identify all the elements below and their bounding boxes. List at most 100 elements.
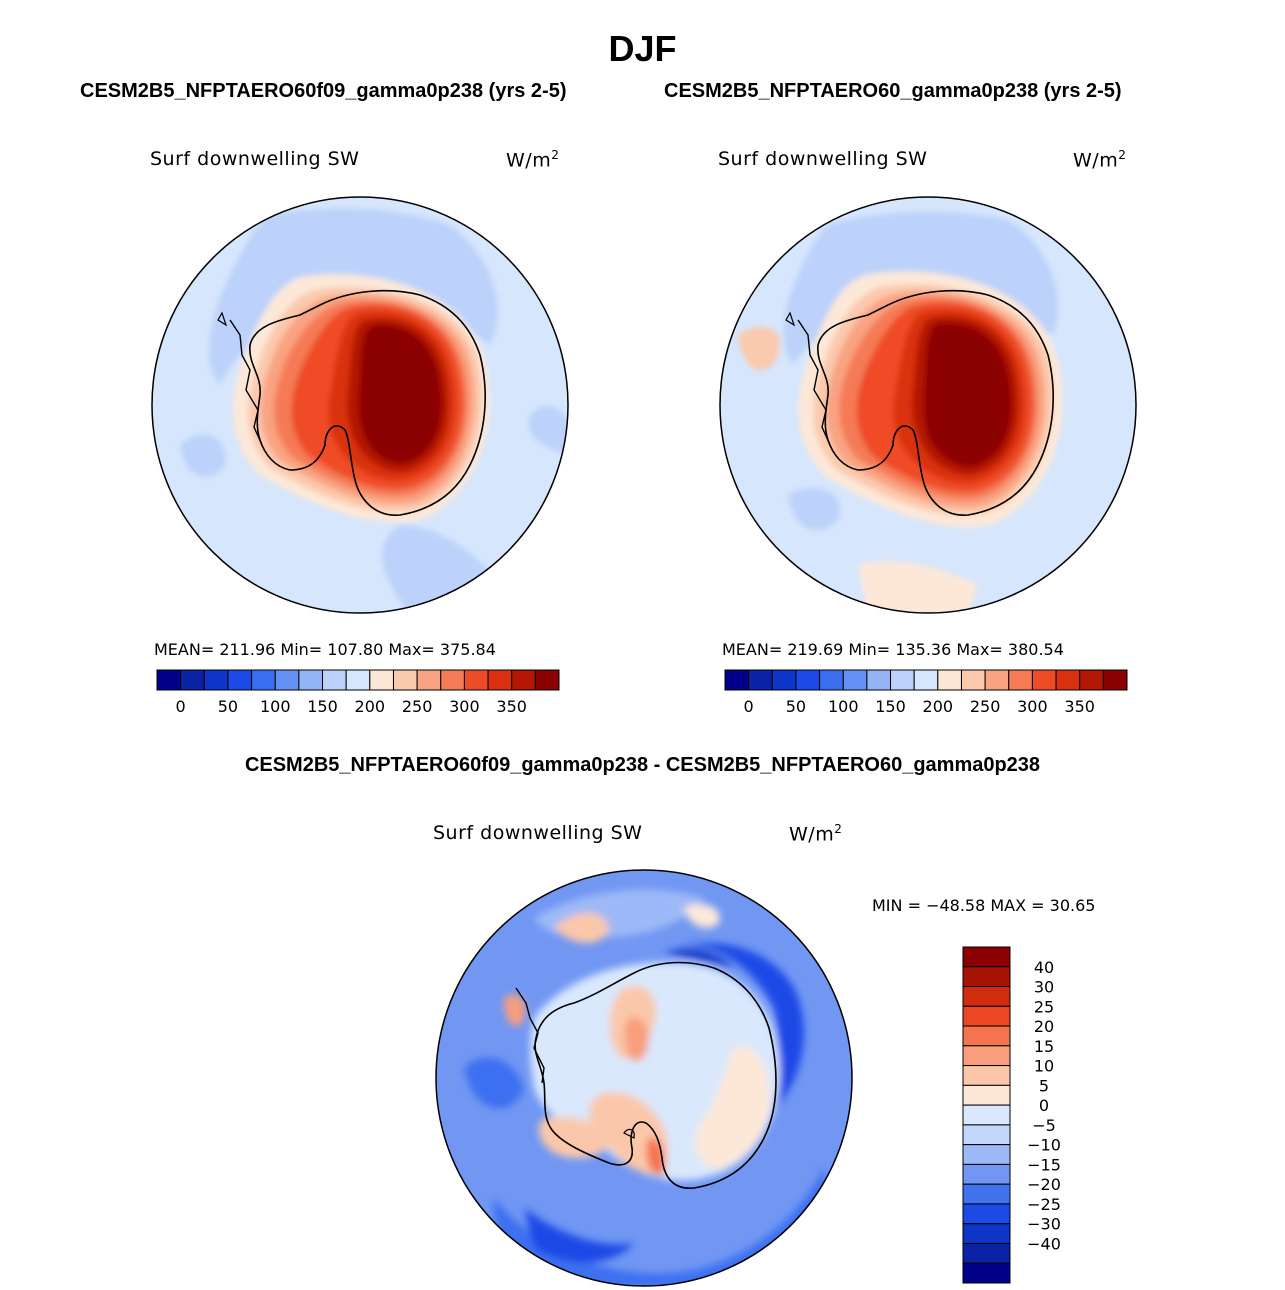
left-colorbar-tick-label: 0 xyxy=(176,697,186,716)
diff-patch-east-warm xyxy=(695,1046,770,1168)
left-colorbar-box xyxy=(203,669,229,691)
left-colorbar-tick-label: 300 xyxy=(449,697,480,716)
diff-peninsula-outline xyxy=(515,987,545,1084)
diff-colorbar-box xyxy=(962,1025,1011,1047)
right-units-label: W/m2 xyxy=(1073,148,1127,172)
diff-colorbar-tick-label: 0 xyxy=(1039,1096,1049,1115)
right-map-border xyxy=(719,196,1137,614)
left-colorbar-box xyxy=(511,669,536,691)
right-colorbar-box xyxy=(984,669,1010,691)
left-colorbar-box xyxy=(369,669,394,691)
right-map xyxy=(719,196,1137,614)
right-field xyxy=(720,197,1136,613)
diff-patch-west xyxy=(464,1057,524,1109)
right-colorbar-box xyxy=(937,669,962,691)
left-colorbar-tick-label: 200 xyxy=(355,697,386,716)
right-colorbar-tick-label: 200 xyxy=(923,697,954,716)
diff-colorbar-tick-label: 15 xyxy=(1034,1037,1054,1056)
left-island-outline xyxy=(217,311,228,327)
diff-colorbar-tick-label: 30 xyxy=(1034,978,1054,997)
left-band-west xyxy=(180,434,226,477)
diff-patch-north-warm-small xyxy=(684,903,720,928)
right-colorbar-box xyxy=(748,669,773,691)
left-colorbar-tick-label: 150 xyxy=(307,697,338,716)
diff-colorbar-box xyxy=(962,1065,1011,1086)
diff-colorbar-box xyxy=(962,1144,1011,1165)
left-band-east xyxy=(528,406,568,455)
right-colorbar-box xyxy=(1008,669,1033,691)
diff-colorbar-tick-label: 20 xyxy=(1034,1017,1054,1036)
right-colorbar-tick-label: 150 xyxy=(875,697,906,716)
right-colorbar-box xyxy=(819,669,844,691)
diff-variable-label: Surf downwelling SW xyxy=(433,822,643,844)
right-colorbar-box xyxy=(724,669,750,691)
right-colorbar-box xyxy=(866,669,892,691)
right-colorbar-box xyxy=(1055,669,1081,691)
left-map xyxy=(151,196,569,614)
diff-patch-east-strong xyxy=(674,942,804,1118)
diff-patch-inner-warm-core xyxy=(624,1017,649,1062)
right-band-southwest xyxy=(788,488,840,531)
diff-patch-weddell-warm xyxy=(538,1116,609,1159)
diff-colorbar-box xyxy=(962,1124,1011,1146)
left-colorbar: 0 50 100 150 200 250 300 350 xyxy=(156,669,560,716)
right-stats: MEAN= 219.69 Min= 135.36 Max= 380.54 xyxy=(722,640,1064,659)
left-peninsula-outline xyxy=(229,319,263,446)
right-colorbar-tick-label: 300 xyxy=(1017,697,1048,716)
right-band-west xyxy=(738,326,780,371)
right-panel-title: CESM2B5_NFPTAERO60_gamma0p238 (yrs 2-5) xyxy=(664,80,1122,102)
left-colorbar-box xyxy=(251,669,276,691)
diff-units-label: W/m2 xyxy=(789,822,843,846)
left-antarctica-outline xyxy=(249,289,486,516)
diff-colorbar-box xyxy=(962,1223,1011,1244)
left-band-375 xyxy=(358,324,442,464)
left-colorbar-box xyxy=(156,669,182,691)
right-colorbar-tick-label: 100 xyxy=(828,697,859,716)
right-band-south xyxy=(858,561,978,613)
left-colorbar-box xyxy=(345,669,371,691)
diff-ross-island-outline xyxy=(623,1128,635,1139)
left-colorbar-box xyxy=(298,669,324,691)
left-map-border xyxy=(151,196,569,614)
left-colorbar-box xyxy=(416,669,442,691)
diff-colorbar-tick-label: −25 xyxy=(1027,1195,1061,1214)
figure-title: DJF xyxy=(608,28,677,69)
diff-colorbar-tick-label: −15 xyxy=(1027,1155,1061,1174)
left-variable-label: Surf downwelling SW xyxy=(150,148,360,170)
left-colorbar-tick-label: 350 xyxy=(496,697,527,716)
diff-map-border xyxy=(435,869,853,1287)
right-antarctica-outline xyxy=(817,289,1054,516)
right-colorbar-tick-label: 350 xyxy=(1064,697,1095,716)
diff-map xyxy=(435,869,853,1287)
left-colorbar-box xyxy=(440,669,465,691)
diff-colorbar-tick-label: 10 xyxy=(1034,1057,1054,1076)
right-colorbar-box xyxy=(1102,669,1128,691)
left-colorbar-box xyxy=(534,669,560,691)
right-band-375 xyxy=(923,322,1012,467)
diff-colorbar-box xyxy=(962,1104,1011,1126)
left-colorbar-box xyxy=(463,669,489,691)
diff-patch-deep-north xyxy=(664,949,734,968)
left-colorbar-tick-label: 250 xyxy=(402,697,433,716)
left-colorbar-box xyxy=(274,669,300,691)
left-colorbar-box xyxy=(180,669,205,691)
diff-colorbar-box xyxy=(962,966,1011,988)
diff-colorbar-box xyxy=(962,1242,1011,1264)
diff-colorbar-tick-label: −40 xyxy=(1027,1234,1061,1253)
right-bands xyxy=(738,211,1063,613)
right-colorbar-box xyxy=(771,669,797,691)
diff-colorbar-box xyxy=(962,1005,1011,1027)
diff-colorbar-box xyxy=(962,946,1011,968)
right-colorbar-tick-label: 50 xyxy=(786,697,806,716)
left-colorbar-box xyxy=(227,669,253,691)
diff-colorbar-tick-label: −10 xyxy=(1027,1136,1061,1155)
diff-colorbar-box xyxy=(962,1203,1011,1225)
left-colorbar-tick-label: 50 xyxy=(218,697,238,716)
diff-colorbar-box xyxy=(962,1045,1011,1067)
left-stats: MEAN= 211.96 Min= 107.80 Max= 375.84 xyxy=(154,640,496,659)
right-colorbar-box xyxy=(913,669,939,691)
left-colorbar-box xyxy=(487,669,513,691)
right-colorbar-box xyxy=(795,669,821,691)
diff-colorbar-tick-label: 25 xyxy=(1034,997,1054,1016)
diff-colorbar-box xyxy=(962,1084,1011,1106)
